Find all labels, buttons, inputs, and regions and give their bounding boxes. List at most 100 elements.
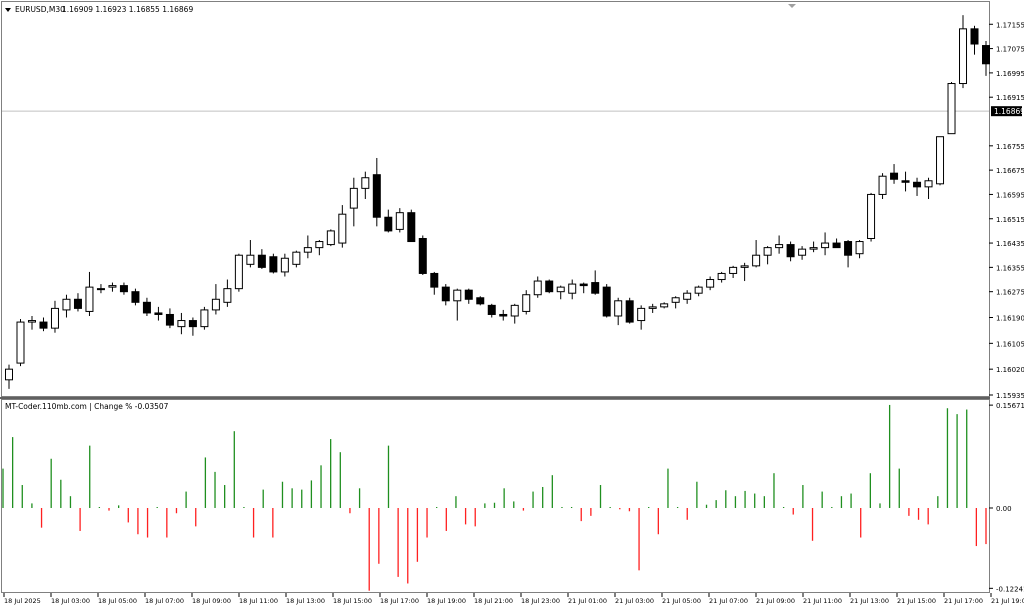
chart-shift-icon[interactable]	[788, 4, 796, 8]
candle[interactable]	[223, 279, 232, 307]
candle[interactable]	[487, 303, 496, 318]
candle[interactable]	[39, 317, 48, 332]
candle[interactable]	[131, 288, 140, 306]
candle[interactable]	[832, 238, 841, 249]
candle[interactable]	[418, 235, 427, 275]
candle[interactable]	[257, 249, 266, 269]
candle[interactable]	[579, 282, 588, 294]
candle[interactable]	[637, 305, 646, 330]
candle[interactable]	[556, 285, 565, 300]
candle[interactable]	[62, 294, 71, 318]
candle[interactable]	[763, 246, 772, 265]
candle[interactable]	[280, 253, 289, 277]
candle[interactable]	[844, 240, 853, 268]
candle[interactable]	[740, 262, 749, 282]
candle[interactable]	[970, 25, 979, 55]
candle[interactable]	[211, 284, 220, 315]
candle[interactable]	[821, 232, 830, 256]
candle[interactable]	[269, 253, 278, 274]
candle[interactable]	[407, 209, 416, 243]
indicator-panel[interactable]	[1, 399, 990, 593]
candle[interactable]	[303, 235, 312, 259]
candle[interactable]	[775, 235, 784, 254]
candle[interactable]	[533, 276, 542, 298]
candle[interactable]	[384, 209, 393, 233]
candle[interactable]	[188, 317, 197, 336]
candle[interactable]	[855, 240, 864, 259]
candle[interactable]	[315, 240, 324, 256]
candle[interactable]	[936, 136, 945, 186]
candle[interactable]	[694, 285, 703, 297]
candle[interactable]	[591, 270, 600, 295]
candle[interactable]	[982, 40, 990, 76]
candle[interactable]	[361, 171, 370, 199]
candle[interactable]	[165, 308, 174, 329]
time-axis: 18 Jul 2025 18 Jul 03:00 18 Jul 05:00 18 Ju…	[3, 593, 1024, 605]
candle[interactable]	[5, 364, 13, 389]
candle[interactable]	[901, 171, 910, 192]
candle[interactable]	[234, 253, 243, 292]
candle[interactable]	[326, 229, 335, 247]
candle[interactable]	[50, 300, 59, 333]
candle[interactable]	[395, 208, 404, 233]
candle[interactable]	[809, 241, 818, 253]
candle[interactable]	[96, 284, 105, 294]
candle[interactable]	[499, 309, 508, 321]
price-panel[interactable]	[1, 1, 990, 397]
candle[interactable]	[73, 293, 82, 312]
candle[interactable]	[648, 303, 657, 313]
candle[interactable]	[85, 271, 94, 316]
candle[interactable]	[476, 296, 485, 306]
candle[interactable]	[119, 282, 128, 295]
candle[interactable]	[177, 312, 186, 335]
candle[interactable]	[913, 177, 922, 196]
candle[interactable]	[890, 164, 899, 184]
candle[interactable]	[349, 177, 358, 227]
candle[interactable]	[786, 241, 795, 262]
candle[interactable]	[752, 240, 761, 268]
candle[interactable]	[947, 82, 956, 135]
candle[interactable]	[798, 246, 807, 260]
candle[interactable]	[154, 306, 163, 321]
candle[interactable]	[545, 279, 554, 294]
candle[interactable]	[372, 157, 381, 227]
candle[interactable]	[338, 205, 347, 248]
candle[interactable]	[706, 276, 715, 291]
candle-body-bull	[763, 247, 772, 256]
candle[interactable]	[867, 192, 876, 242]
candle[interactable]	[717, 271, 726, 283]
candle[interactable]	[246, 240, 255, 268]
candle[interactable]	[924, 177, 933, 199]
candle[interactable]	[142, 297, 151, 316]
time-tick-label: 21 Jul 07:00	[709, 597, 748, 605]
candle[interactable]	[441, 284, 450, 306]
candle[interactable]	[200, 306, 209, 330]
candle[interactable]	[614, 297, 623, 326]
candle-body-bull	[16, 321, 25, 364]
candle[interactable]	[959, 15, 968, 89]
candle[interactable]	[602, 284, 611, 318]
price-tick-label: 1.17075	[996, 46, 1024, 54]
candle-body-bull	[568, 283, 577, 294]
candle[interactable]	[625, 297, 634, 324]
time-tick-label: 21 Jul 17:00	[944, 597, 983, 605]
candle[interactable]	[683, 290, 692, 304]
candle[interactable]	[430, 271, 439, 295]
candle[interactable]	[729, 265, 738, 279]
candle[interactable]	[292, 250, 301, 268]
candle[interactable]	[510, 303, 519, 324]
candle-body-bull	[740, 265, 749, 268]
candle[interactable]	[568, 279, 577, 300]
candle[interactable]	[27, 315, 36, 330]
candle[interactable]	[671, 296, 680, 309]
triangle-down-icon[interactable]	[5, 8, 11, 12]
candle[interactable]	[522, 290, 531, 315]
candle[interactable]	[16, 319, 25, 367]
candle[interactable]	[878, 173, 887, 199]
candle[interactable]	[660, 302, 669, 309]
candle[interactable]	[464, 288, 473, 304]
candle[interactable]	[453, 288, 462, 321]
candle[interactable]	[108, 282, 117, 292]
time-tick-label: 18 Jul 13:00	[286, 597, 325, 605]
